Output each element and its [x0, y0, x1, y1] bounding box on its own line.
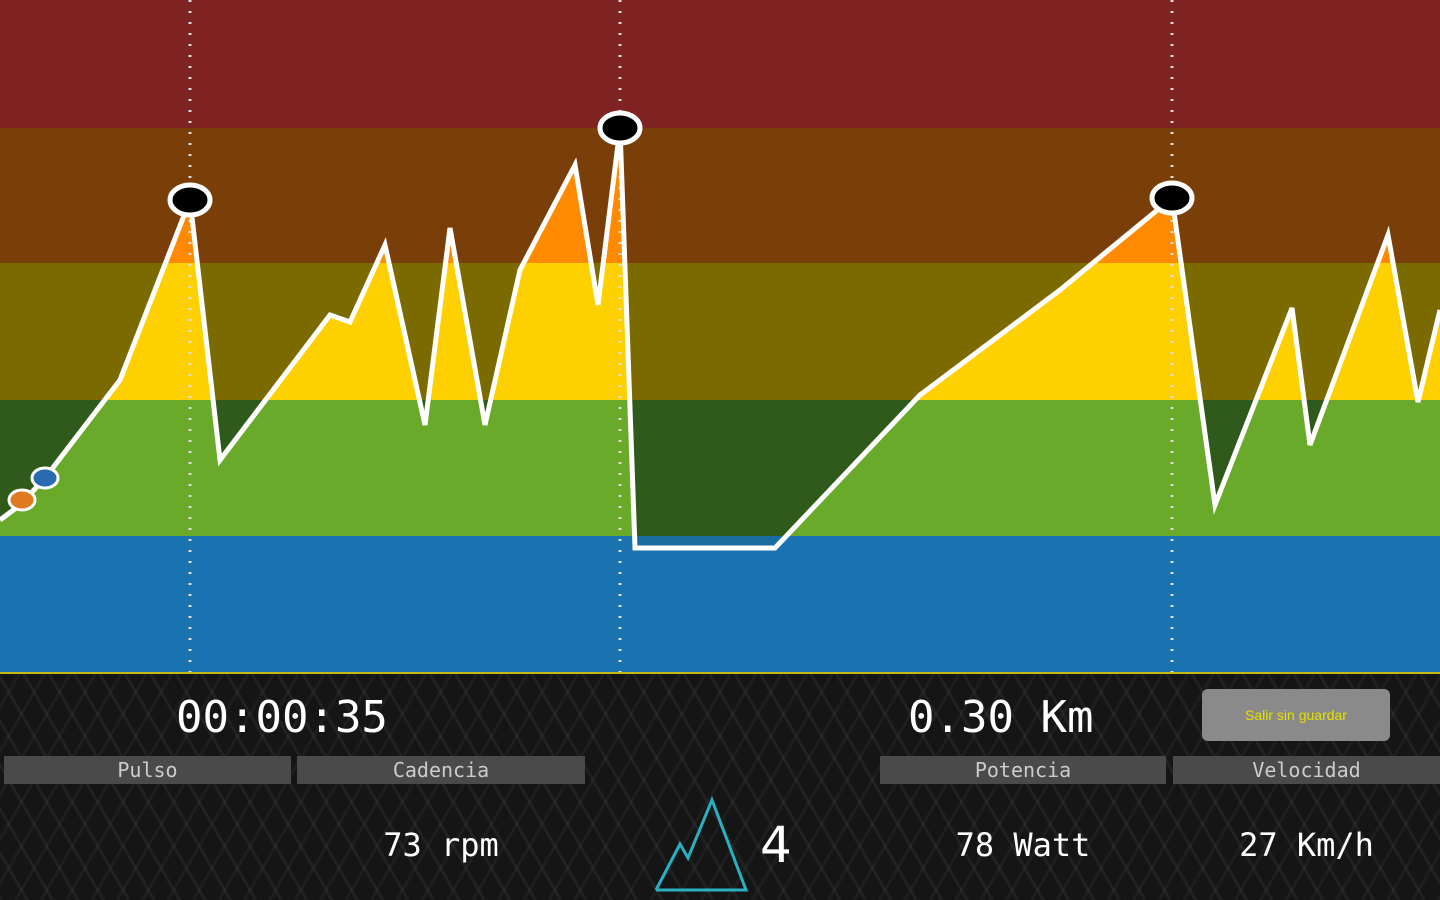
power-value: 78 Watt — [955, 826, 1091, 864]
mountain-icon — [654, 796, 749, 892]
zone-max-band — [0, 0, 1440, 128]
distance: 0.30 Km — [908, 692, 1094, 743]
pulse-label: Pulso — [4, 756, 291, 784]
current-position-marker — [7, 488, 37, 512]
speed-label: Velocidad — [1173, 756, 1440, 784]
peak-marker — [1149, 180, 1195, 216]
elapsed-time: 00:00:35 — [176, 692, 388, 743]
exit-without-saving-button[interactable]: Salir sin guardar — [1202, 689, 1390, 741]
zone-threshold-band — [0, 263, 1440, 400]
peak-marker — [167, 182, 213, 218]
power-label: Potencia — [880, 756, 1166, 784]
level-value: 4 — [760, 816, 792, 874]
stats-panel: 00:00:35 0.30 Km Salir sin guardar Pulso… — [0, 672, 1440, 900]
zone-anaerobic-band — [0, 128, 1440, 263]
speed-value: 27 Km/h — [1239, 826, 1374, 864]
cadence-label: Cadencia — [297, 756, 585, 784]
cadence-value: 73 rpm — [383, 826, 499, 864]
workout-profile-chart — [0, 0, 1440, 672]
peak-marker — [597, 110, 643, 146]
effort-profile-line — [0, 127, 1440, 551]
zone-recovery-fill — [0, 536, 1440, 672]
target-position-marker — [30, 466, 60, 490]
